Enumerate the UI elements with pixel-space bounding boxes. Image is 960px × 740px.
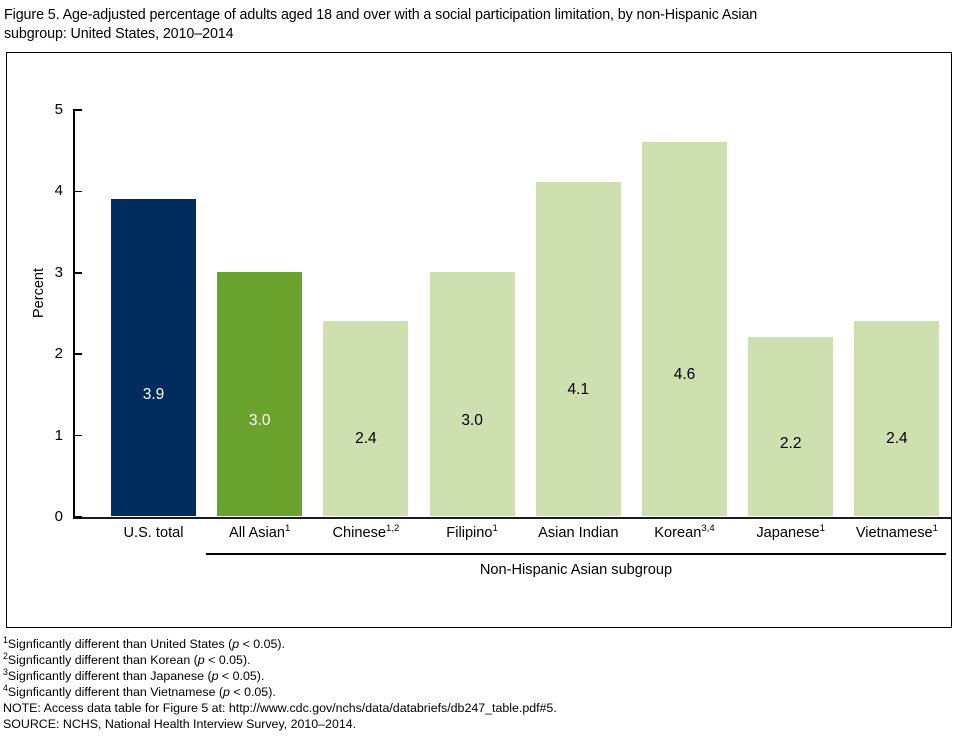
x-axis-label: All Asian1 (229, 523, 291, 541)
y-axis-tick (73, 271, 82, 274)
x-axis-label: Korean3,4 (654, 523, 715, 541)
y-axis-tick (73, 516, 82, 518)
y-axis-tick-label: 5 (54, 101, 63, 118)
bar[interactable]: 4.6 (642, 141, 727, 516)
x-axis-label: Asian Indian (538, 525, 619, 541)
y-axis-tick-label: 1 (54, 426, 63, 444)
x-axis-label-footnote-mark: 1 (932, 523, 938, 535)
y-axis-tick (73, 353, 82, 356)
bar-value-label: 2.4 (355, 429, 377, 447)
y-axis-tick (73, 434, 82, 437)
bar-rect (217, 271, 303, 516)
footnote-mark: 2 (3, 650, 8, 661)
x-axis-label: U.S. total (123, 525, 184, 541)
group-bracket-line (206, 553, 946, 556)
y-axis-tick-label: 4 (54, 182, 63, 200)
footnotes-block: 1Signficantly different than United Stat… (3, 634, 953, 733)
bar[interactable]: 2.2 (748, 336, 834, 516)
bar-rect (111, 198, 196, 516)
bar[interactable]: 3.9 (111, 198, 196, 516)
y-axis-tick-label: 0 (54, 508, 63, 525)
footnote-line: 1Signficantly different than United Stat… (3, 634, 285, 651)
footnote-mark: 4 (3, 683, 8, 694)
footnote-p-symbol: p (223, 685, 230, 700)
bar-value-label: 3.0 (461, 412, 483, 430)
bar[interactable]: 3.0 (429, 271, 515, 516)
bar[interactable]: 2.4 (323, 320, 409, 516)
bar[interactable]: 2.4 (854, 320, 940, 516)
bar-rect (854, 320, 940, 516)
y-axis-line (73, 110, 75, 518)
y-axis-tick (73, 190, 82, 193)
source-line: SOURCE: NCHS, National Health Interview … (3, 717, 357, 732)
x-axis-label-footnote-mark: 1,2 (385, 523, 400, 535)
x-axis-label: Vietnamese1 (855, 523, 938, 541)
bar[interactable]: 3.0 (217, 271, 303, 516)
note-line: NOTE: Access data table for Figure 5 at:… (3, 701, 557, 716)
x-axis-label-footnote-mark: 3,4 (701, 523, 715, 535)
footnote-p-symbol: p (211, 669, 219, 684)
bar[interactable]: 4.1 (535, 182, 621, 516)
bar-value-label: 2.2 (779, 435, 802, 453)
bar-rect (429, 271, 515, 516)
bar-rect (748, 336, 834, 516)
x-axis-label: Chinese1,2 (332, 523, 400, 541)
figure-title: Figure 5. Age-adjusted percentage of adu… (4, 7, 758, 42)
x-axis-label: Japanese1 (756, 523, 825, 541)
bar-value-label: 3.9 (142, 386, 165, 404)
bar-value-label: 3.0 (248, 412, 271, 430)
x-axis-label-footnote-mark: 1 (819, 523, 825, 535)
footnote-line: 3Signficantly different than Japanese (p… (3, 667, 265, 684)
footnote-p-symbol: p (232, 637, 240, 651)
y-axis-tick (73, 109, 82, 111)
bar-rect (642, 141, 727, 516)
footnote-p-symbol: p (197, 653, 205, 668)
footnote-mark: 1 (3, 634, 8, 645)
bar-value-label: 4.1 (567, 380, 590, 398)
footnote-line: 2Signficantly different than Korean (p <… (3, 650, 251, 668)
x-axis-line (73, 517, 951, 520)
x-axis-label: Filipino1 (446, 523, 498, 541)
footnote-line: 4Signficantly different than Vietnamese … (3, 683, 276, 700)
bar-value-label: 2.4 (886, 429, 908, 447)
y-axis-tick-label: 3 (54, 263, 63, 281)
footnote-mark: 3 (3, 667, 8, 678)
bar-value-label: 4.6 (673, 366, 696, 384)
x-axis-label-footnote-mark: 1 (492, 523, 498, 535)
y-axis-tick-label: 2 (54, 345, 63, 363)
y-axis-title: Percent (31, 268, 47, 318)
group-bracket-label: Non-Hispanic Asian subgroup (479, 562, 673, 578)
bar-rect (535, 182, 621, 516)
bar-rect (323, 320, 409, 516)
x-axis-label-footnote-mark: 1 (285, 523, 291, 535)
